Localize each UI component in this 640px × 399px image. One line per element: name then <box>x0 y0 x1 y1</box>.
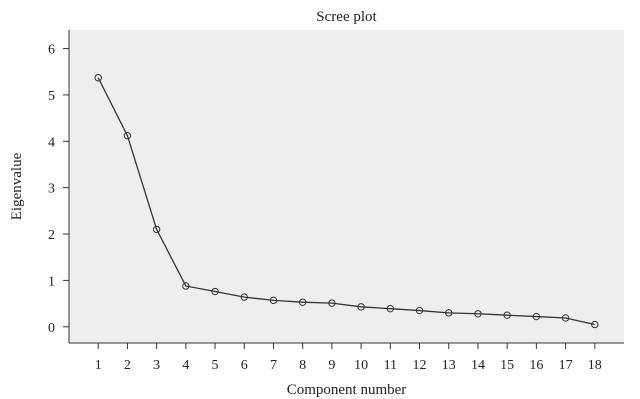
data-point <box>386 304 395 313</box>
x-tick-label: 18 <box>588 358 602 373</box>
data-point <box>445 309 453 317</box>
data-point <box>415 306 424 315</box>
x-tick-label: 5 <box>212 358 219 373</box>
data-point <box>182 282 190 290</box>
x-tick-label: 14 <box>471 358 485 373</box>
data-point <box>503 311 511 319</box>
x-tick-label: 13 <box>442 358 456 373</box>
data-point <box>474 310 482 318</box>
plot-area <box>69 30 624 343</box>
data-point <box>240 293 248 301</box>
y-tick-label: 6 <box>48 43 55 58</box>
data-point <box>328 299 336 307</box>
data-point <box>94 74 102 82</box>
y-tick-label: 1 <box>48 274 55 289</box>
y-tick-label: 3 <box>48 182 55 197</box>
x-tick-label: 2 <box>124 358 131 373</box>
x-tick-label: 15 <box>500 358 514 373</box>
x-tick-label: 11 <box>384 358 397 373</box>
data-point <box>357 303 365 311</box>
x-tick-label: 9 <box>328 358 335 373</box>
x-tick-label: 8 <box>299 358 306 373</box>
x-axis-label: Component number <box>287 382 407 398</box>
chart-title: Scree plot <box>316 9 377 25</box>
x-tick-label: 12 <box>413 358 427 373</box>
data-point <box>211 287 219 296</box>
y-tick-label: 4 <box>48 135 55 150</box>
series-line <box>97 77 595 326</box>
data-point <box>123 132 132 140</box>
x-tick-label: 6 <box>241 358 248 373</box>
data-series <box>94 74 599 329</box>
data-point <box>298 298 307 306</box>
x-tick-label: 10 <box>354 358 368 373</box>
y-axis-label: Eigenvalue <box>9 152 25 220</box>
y-tick-label: 2 <box>48 228 55 243</box>
x-tick-label: 16 <box>529 358 543 373</box>
data-point <box>152 225 161 234</box>
x-tick-label: 4 <box>182 358 189 373</box>
y-tick-label: 0 <box>48 321 55 336</box>
data-point <box>561 314 570 322</box>
data-point <box>591 320 599 329</box>
data-point <box>532 312 541 321</box>
x-tick-label: 7 <box>270 358 277 373</box>
x-tick-label: 3 <box>153 358 160 373</box>
x-tick-label: 17 <box>559 358 573 373</box>
x-tick-label: 1 <box>95 358 102 373</box>
data-point <box>269 296 278 305</box>
y-tick-label: 5 <box>48 89 55 104</box>
